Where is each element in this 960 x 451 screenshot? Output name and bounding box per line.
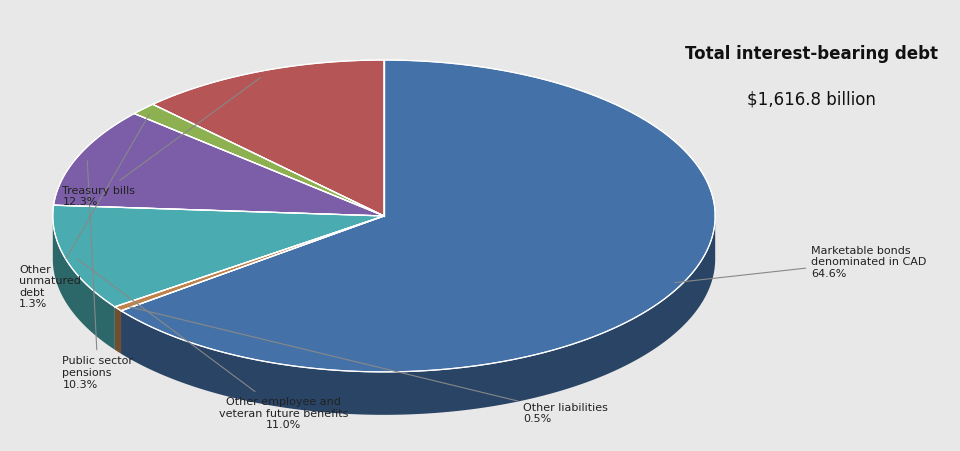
Text: Total interest-bearing debt: Total interest-bearing debt [684, 45, 938, 63]
Polygon shape [53, 216, 115, 350]
Text: Public sector
pensions
10.3%: Public sector pensions 10.3% [62, 161, 133, 389]
Polygon shape [54, 114, 384, 216]
Text: $1,616.8 billion: $1,616.8 billion [747, 90, 876, 108]
Text: Other
unmatured
debt
1.3%: Other unmatured debt 1.3% [19, 115, 149, 309]
Polygon shape [115, 307, 121, 354]
Text: Other employee and
veteran future benefits
11.0%: Other employee and veteran future benefi… [77, 259, 348, 429]
Text: Other liabilities
0.5%: Other liabilities 0.5% [129, 307, 608, 423]
Polygon shape [53, 206, 384, 307]
Polygon shape [134, 105, 384, 216]
Polygon shape [121, 217, 715, 415]
Text: Treasury bills
12.3%: Treasury bills 12.3% [62, 78, 261, 207]
Text: Marketable bonds
denominated in CAD
64.6%: Marketable bonds denominated in CAD 64.6… [675, 245, 926, 283]
Polygon shape [115, 216, 384, 311]
Polygon shape [153, 61, 384, 216]
Polygon shape [121, 61, 715, 372]
